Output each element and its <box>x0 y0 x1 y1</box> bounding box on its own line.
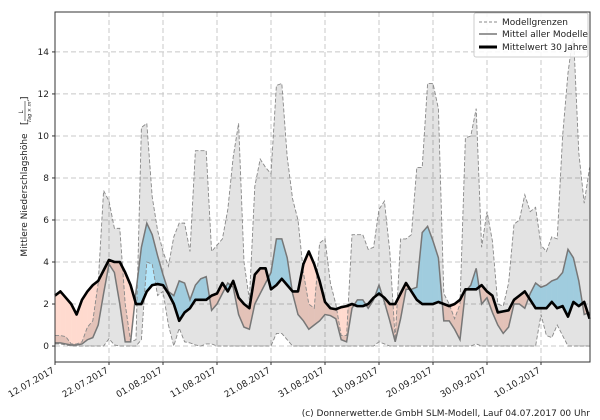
x-tick-label: 22.07.2017 <box>61 366 111 400</box>
y-tick-label: 10 <box>38 132 50 142</box>
upper-bound-line <box>55 32 591 345</box>
unit-bracket-right: ] <box>20 96 30 100</box>
x-tick-label: 30.09.2017 <box>439 366 489 400</box>
x-tick-label: 01.08.2017 <box>115 366 165 400</box>
legend: Modellgrenzen Mittel aller Modelle Mitte… <box>473 12 589 58</box>
unit-denominator: Tag × m² <box>27 99 33 122</box>
model-band <box>55 33 590 347</box>
model-range-band <box>55 33 590 347</box>
legend-box <box>473 12 589 58</box>
x-tick-label: 31.08.2017 <box>277 366 327 400</box>
unit-bracket-left: [ <box>20 121 30 125</box>
x-tick-label: 11.08.2017 <box>169 366 219 400</box>
legend-label-climate: Mittelwert 30 Jahre <box>502 43 588 53</box>
x-tick-label: 20.09.2017 <box>385 366 435 400</box>
unit-numerator: L <box>18 110 25 114</box>
series-lines <box>54 32 591 348</box>
y-ticks: 0 2 4 6 8 10 12 14 <box>38 48 55 352</box>
legend-label-bounds: Modellgrenzen <box>502 18 568 28</box>
plot-frame <box>54 11 591 363</box>
y-tick-label: 6 <box>43 216 49 226</box>
footer-credit: (c) Donnerwetter.de GmbH SLM-Modell, Lau… <box>302 409 591 419</box>
legend-label-mean: Mittel aller Modelle <box>502 30 588 40</box>
x-tick-label: 21.08.2017 <box>223 366 273 400</box>
y-tick-label: 2 <box>43 300 49 310</box>
y-axis-label: Mittlere Niederschlagshöhe [ L Tag × m² … <box>18 96 33 256</box>
y-tick-label: 0 <box>43 342 49 352</box>
y-tick-label: 14 <box>38 48 50 58</box>
x-tick-label: 10.09.2017 <box>331 366 381 400</box>
y-tick-label: 4 <box>43 258 49 268</box>
y-tick-label: 8 <box>43 174 49 184</box>
model-mean-line <box>55 220 590 346</box>
y-axis-title: Mittlere Niederschlagshöhe <box>20 133 30 257</box>
climate-mean-line <box>54 250 591 323</box>
x-tick-label: 12.07.2017 <box>7 366 57 400</box>
y-tick-label: 12 <box>38 90 49 100</box>
x-ticks: 12.07.2017 22.07.2017 01.08.2017 11.08.2017… <box>7 362 543 400</box>
x-tick-label: 10.10.2017 <box>493 366 543 400</box>
